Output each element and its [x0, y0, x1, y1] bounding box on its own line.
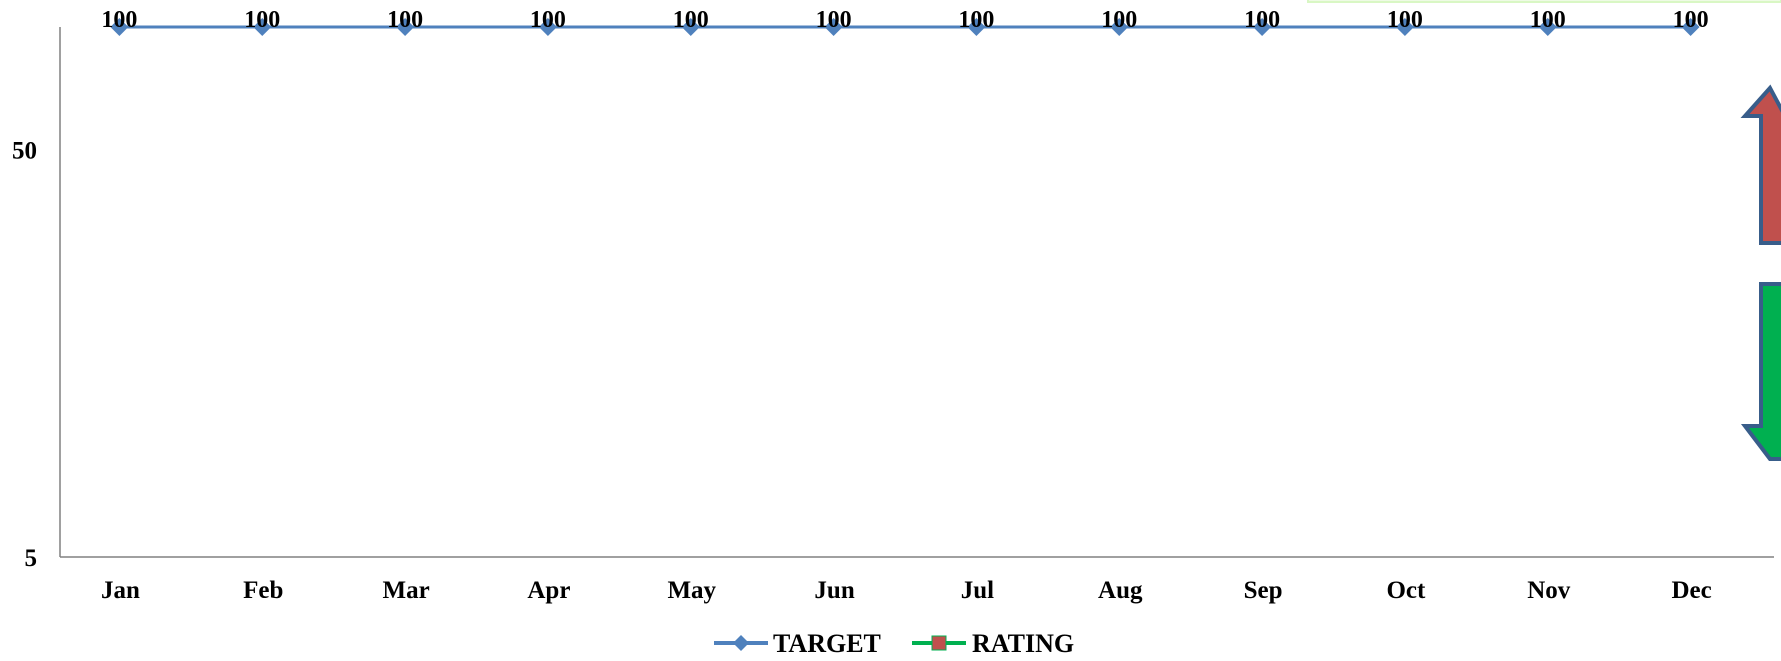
- data-point-target: [1253, 18, 1272, 36]
- x-tick-label: Oct: [1386, 577, 1426, 604]
- data-point-target: [1538, 18, 1557, 36]
- data-point-target: [967, 18, 986, 36]
- data-point-target: [1395, 18, 1414, 36]
- x-tick-label: Apr: [527, 577, 570, 604]
- data-label-target: 100: [958, 7, 994, 33]
- data-point-target: [681, 18, 700, 36]
- x-tick-label: Jul: [961, 577, 994, 604]
- legend-label-rating: RATING: [972, 629, 1074, 658]
- data-label-target: 100: [101, 7, 137, 33]
- arrow-up-icon: [1740, 84, 1781, 245]
- x-tick-labels: Jan Feb Mar Apr May Jun Jul Aug Sep Oct Nov Dec: [101, 577, 1712, 604]
- data-label-target: 100: [1530, 7, 1566, 33]
- data-label-target: 100: [1244, 7, 1280, 33]
- arrow-down-icon: [1740, 282, 1781, 461]
- legend-item-rating: RATING: [912, 629, 1074, 658]
- x-tick-label: Dec: [1671, 577, 1711, 604]
- legend: TARGET RATING: [714, 629, 1074, 658]
- data-point-target: [1110, 18, 1129, 36]
- data-label-target: 100: [387, 7, 423, 33]
- x-tick-label: Jun: [814, 577, 854, 604]
- data-label-target: 100: [530, 7, 566, 33]
- data-point-target: [824, 18, 843, 36]
- x-tick-label: Sep: [1244, 577, 1283, 604]
- y-tick-labels: 5 50: [12, 138, 37, 572]
- y-tick-label: 5: [25, 545, 38, 572]
- data-labels: 100 100 100 100 100 100 100 100 100 100 100 100: [101, 7, 1708, 33]
- legend-label-target: TARGET: [773, 629, 881, 658]
- data-label-target: 100: [1101, 7, 1137, 33]
- legend-marker-target: [733, 635, 749, 651]
- data-point-target: [1681, 18, 1700, 36]
- data-label-target: 100: [816, 7, 852, 33]
- top-banner-edge: [1307, 0, 1781, 3]
- data-point-target: [396, 18, 415, 36]
- data-point-target: [538, 18, 557, 36]
- data-point-target: [110, 18, 129, 36]
- x-tick-label: Mar: [382, 577, 429, 604]
- x-tick-label: Jan: [101, 577, 140, 604]
- x-tick-label: Nov: [1527, 577, 1571, 604]
- data-point-target: [253, 18, 272, 36]
- data-label-target: 100: [244, 7, 280, 33]
- data-label-target: 100: [673, 7, 709, 33]
- legend-item-target: TARGET: [714, 629, 881, 658]
- y-tick-label: 50: [12, 138, 37, 165]
- x-tick-label: Feb: [243, 577, 283, 604]
- data-label-target: 100: [1387, 7, 1423, 33]
- x-tick-label: Aug: [1098, 577, 1143, 604]
- data-label-target: 100: [1673, 7, 1709, 33]
- x-tick-label: May: [667, 577, 716, 604]
- legend-marker-rating: [931, 635, 947, 651]
- series-layer: [110, 18, 1700, 36]
